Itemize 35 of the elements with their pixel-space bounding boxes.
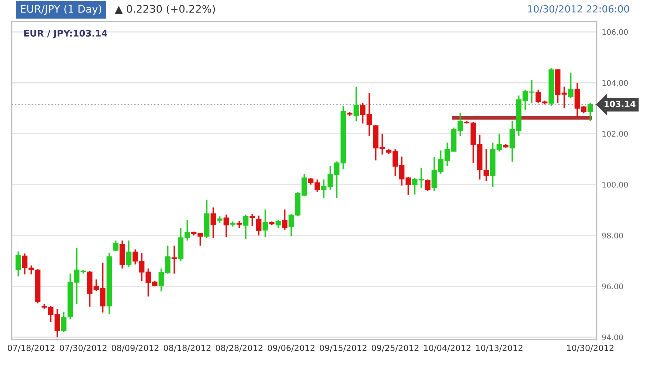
- annotation: EUR / JPY:103.14: [24, 30, 108, 39]
- candlestick: [588, 102, 594, 122]
- candlestick: [256, 215, 262, 236]
- candlestick: [425, 179, 431, 192]
- chart-title: EUR/JPY (1 Day): [21, 4, 102, 16]
- x-tick-label: 07/30/2012: [60, 345, 107, 352]
- x-tick-label: 09/15/2012: [320, 345, 367, 352]
- candlestick: [172, 245, 178, 275]
- candlestick: [250, 213, 256, 228]
- candlestick: [204, 199, 210, 239]
- candlestick: [16, 251, 22, 278]
- candlestick: [224, 214, 230, 238]
- candlestick: [61, 311, 67, 334]
- x-tick-label: 08/18/2012: [164, 345, 211, 352]
- chart-subtitle: ▲ 0.2230 (+0.22%): [115, 4, 216, 14]
- candlestick: [113, 240, 119, 252]
- candlestick: [262, 209, 268, 238]
- x-tick-label: 10/13/2012: [476, 345, 523, 352]
- candlestick: [120, 240, 126, 270]
- x-tick-label: 10/04/2012: [424, 345, 471, 352]
- candlestick: [354, 86, 360, 122]
- x-tick-label: 09/06/2012: [268, 345, 315, 352]
- candlestick: [282, 209, 288, 232]
- candlestick: [210, 207, 216, 239]
- x-tick-label: 07/18/2012: [8, 345, 55, 352]
- x-tick-label: 08/28/2012: [216, 345, 263, 352]
- text: 10/30/2012 22:06:00: [528, 5, 630, 14]
- candlestick: [126, 240, 132, 268]
- candlestick: [568, 72, 574, 100]
- candlestick: [484, 148, 490, 182]
- x-tick-label: 08/09/2012: [112, 345, 159, 352]
- x-tick-label: 10/30/2012: [567, 345, 614, 352]
- candlestick: [243, 214, 249, 240]
- x-tick-label: 09/25/2012: [372, 345, 419, 352]
- ref-line-label: 103.14: [604, 101, 636, 108]
